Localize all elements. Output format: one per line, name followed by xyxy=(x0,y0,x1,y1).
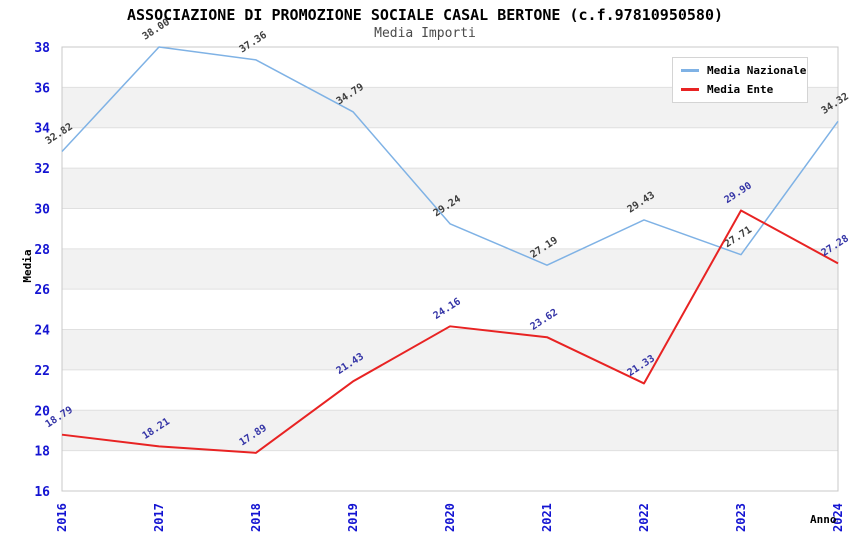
y-tick-label: 20 xyxy=(34,404,50,419)
x-tick-label: 2018 xyxy=(249,503,263,532)
chart-subtitle: Media Importi xyxy=(374,26,476,41)
x-axis-title: Anno xyxy=(810,513,837,526)
x-tick-label: 2022 xyxy=(637,503,651,532)
grid-band xyxy=(62,168,838,209)
data-label: 38.00 xyxy=(141,17,172,43)
line-media-ente xyxy=(61,209,839,454)
x-tick-label: 2016 xyxy=(55,503,69,532)
y-tick-label: 26 xyxy=(34,283,50,298)
grid-band xyxy=(62,410,838,451)
y-tick-label: 30 xyxy=(34,202,50,217)
legend-item-media-ente: Media Ente xyxy=(681,83,807,96)
y-tick-label: 18 xyxy=(34,445,50,460)
grid-band xyxy=(62,248,838,290)
x-tick-label: 2017 xyxy=(152,503,166,532)
y-tick-label: 28 xyxy=(34,243,50,258)
x-tick-label: 2024 xyxy=(831,503,845,532)
grid-band xyxy=(62,329,838,370)
y-tick-label: 34 xyxy=(34,122,50,137)
y-tick-label: 24 xyxy=(34,324,50,339)
legend: Media Nazionale Media Ente xyxy=(672,57,808,103)
y-tick-label: 22 xyxy=(34,364,50,379)
data-label: 37.36 xyxy=(238,30,269,56)
legend-line-swatch-nazionale xyxy=(681,69,699,72)
x-tick-label: 2020 xyxy=(443,503,457,532)
x-tick-label: 2021 xyxy=(540,503,554,532)
data-label: 24.16 xyxy=(432,296,463,322)
data-label: 23.62 xyxy=(529,307,560,333)
line-media-nazionale xyxy=(61,46,839,266)
y-tick-label: 36 xyxy=(34,81,50,96)
x-tick-label: 2023 xyxy=(734,503,748,532)
plot-border xyxy=(61,46,839,492)
data-label: 27.71 xyxy=(723,225,754,251)
legend-line-swatch-ente xyxy=(681,88,699,91)
y-tick-label: 16 xyxy=(34,485,50,500)
y-tick-label: 38 xyxy=(34,41,50,56)
y-tick-label: 32 xyxy=(34,162,50,177)
y-axis-title: Media xyxy=(21,249,34,283)
chart-title: ASSOCIAZIONE DI PROMOZIONE SOCIALE CASAL… xyxy=(126,6,724,24)
x-tick-label: 2019 xyxy=(346,503,360,532)
legend-item-media-nazionale: Media Nazionale xyxy=(681,64,807,77)
legend-label-media-ente: Media Ente xyxy=(707,83,774,96)
legend-label-media-nazionale: Media Nazionale xyxy=(707,64,807,77)
